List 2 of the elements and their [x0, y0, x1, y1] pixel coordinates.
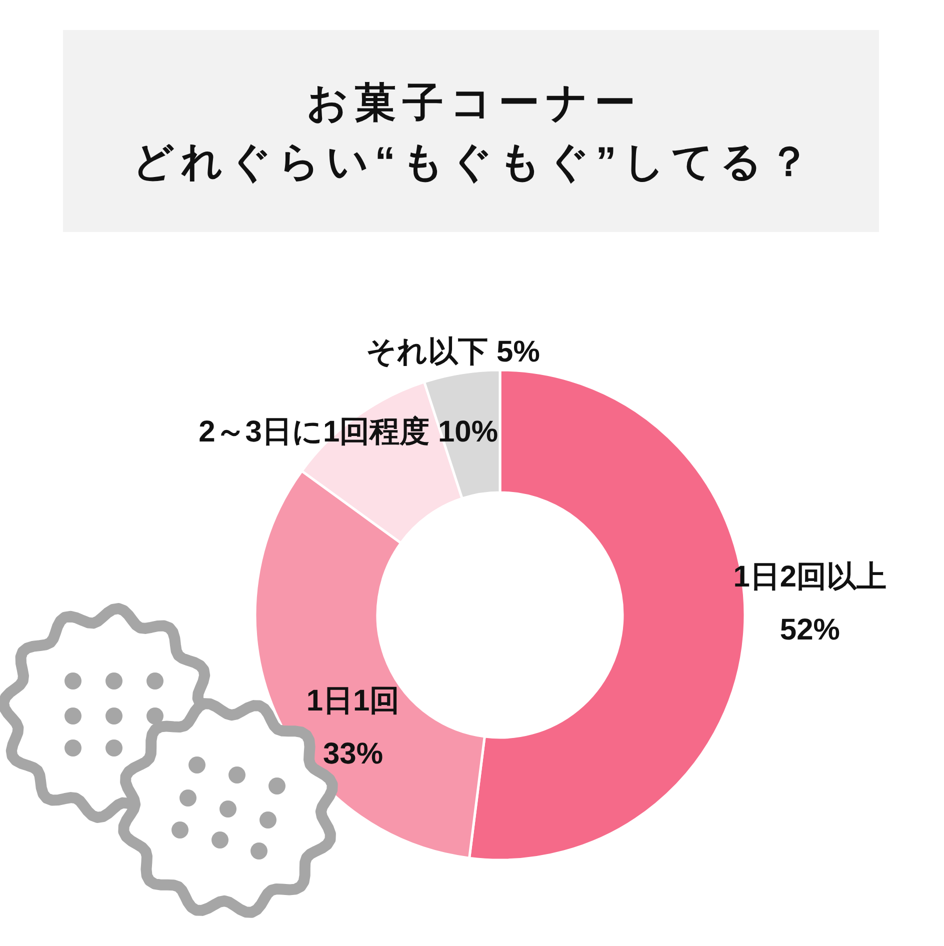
subtitle: どれぐらい“もぐもぐ”してる？ [132, 138, 816, 184]
title: お菓子コーナー [306, 80, 642, 126]
